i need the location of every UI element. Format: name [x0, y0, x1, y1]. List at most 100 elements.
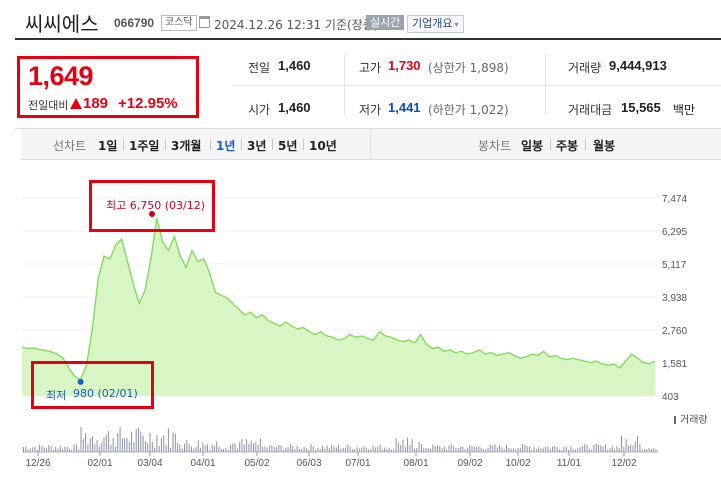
volume-bar — [473, 446, 475, 452]
volume-bar — [195, 447, 197, 452]
upper-limit: (상한가 1,898) — [428, 61, 509, 75]
volume-bar — [144, 440, 146, 452]
lower-limit: (하한가 1,022) — [428, 103, 509, 117]
prev-close-value: 1,460 — [278, 58, 311, 73]
volume-bar — [565, 447, 567, 452]
volume-bar — [248, 444, 250, 452]
realtime-button[interactable]: 실시간 — [366, 15, 405, 30]
volume-bar — [167, 428, 169, 452]
volume-bar — [177, 442, 179, 452]
volume-bar — [55, 447, 57, 452]
volume-bar — [570, 446, 572, 452]
volume-bar — [593, 445, 595, 452]
volume-bar — [110, 445, 112, 452]
volume-bar — [510, 448, 512, 452]
volume-bar — [630, 444, 632, 452]
volume-bar — [368, 449, 369, 452]
volume-bar — [308, 449, 310, 452]
volume-bar — [372, 445, 374, 452]
stock-name[interactable]: 씨씨에스 — [25, 12, 99, 36]
volume-bar — [533, 447, 535, 452]
volume-bar — [388, 447, 390, 452]
quote-bottom-divider — [15, 128, 721, 129]
volume-bar — [572, 449, 574, 452]
volume-bar — [347, 444, 349, 452]
volume-bar — [34, 447, 36, 452]
volume-bar — [285, 447, 287, 452]
volume-bar — [220, 449, 222, 452]
high-label: 고가 — [359, 61, 382, 75]
volume-bar — [627, 445, 629, 452]
volume-bar — [598, 444, 599, 452]
volume-bar — [586, 444, 588, 452]
price-line — [21, 218, 656, 381]
volume-bar — [101, 442, 103, 452]
tab-10y[interactable]: 10년 — [309, 139, 337, 153]
quote-row-divider — [232, 85, 721, 86]
market-badge: 코스닥 — [161, 15, 197, 31]
volume-bar — [455, 448, 457, 452]
volume-bar — [476, 446, 478, 452]
volume-bar — [333, 446, 335, 452]
volume-bar — [105, 434, 107, 452]
tab-weekly[interactable]: 주봉 — [556, 139, 579, 153]
volume-bar — [154, 447, 156, 452]
volume-bar — [547, 446, 549, 452]
volume-bar — [190, 446, 192, 452]
volume-bar — [241, 439, 243, 452]
high-value: 1,730 — [388, 58, 421, 73]
tab-separator — [550, 139, 551, 150]
volume-bar — [558, 449, 560, 452]
volume-bar — [377, 446, 379, 452]
volume-bar — [393, 449, 395, 452]
tab-daily[interactable]: 일봉 — [521, 139, 544, 153]
tab-5y[interactable]: 5년 — [278, 139, 298, 153]
low-value: 1,441 — [388, 100, 421, 115]
volume-bar — [230, 444, 231, 452]
volume-bar — [650, 449, 652, 452]
tab-1y[interactable]: 1년 — [216, 139, 236, 153]
volume-bar — [29, 448, 31, 452]
volume-bar — [351, 449, 353, 452]
volume-bar — [89, 438, 91, 452]
volume-bar — [492, 445, 494, 452]
volume-bar — [384, 447, 386, 452]
tab-group-divider — [370, 129, 371, 160]
company-overview-dropdown[interactable]: 기업개요 ▾ — [407, 15, 464, 33]
volume-bar — [471, 445, 473, 452]
volume-bar — [75, 444, 77, 452]
volume-bar — [340, 448, 342, 452]
volume-bar — [326, 445, 328, 452]
x-tick-label: 02/01 — [87, 458, 112, 469]
tab-separator — [210, 139, 211, 150]
y-tick-label: 5,117 — [662, 260, 687, 271]
tab-3m[interactable]: 3개월 — [171, 139, 202, 153]
volume-bar — [554, 446, 556, 452]
volume-bar — [46, 448, 47, 452]
volume-bar — [648, 448, 650, 452]
volume-bar — [404, 446, 406, 452]
volume-bar — [354, 449, 356, 452]
volume-bar — [552, 446, 553, 452]
volume-bar — [135, 429, 137, 452]
tab-1w[interactable]: 1주일 — [129, 139, 160, 153]
volume-bar — [57, 448, 59, 452]
volume-bar — [391, 449, 392, 452]
volume-bar — [644, 449, 645, 452]
volume-bar — [41, 446, 43, 452]
volume-bar — [414, 448, 415, 452]
tab-monthly[interactable]: 월봉 — [593, 139, 616, 153]
tab-3y[interactable]: 3년 — [247, 139, 267, 153]
volume-bar — [625, 439, 627, 452]
volume-bar — [276, 447, 277, 452]
tab-separator — [272, 139, 273, 150]
current-price: 1,649 — [28, 61, 94, 91]
price-chart[interactable]: 7,474 6,295 5,117 3,938 2,760 1,581 403 12/26 0… — [0, 160, 721, 490]
volume-bar — [361, 447, 363, 452]
volume-bar — [568, 450, 570, 452]
chart-period-tabs: 선차트 1일 1주일 3개월 1년 3년 5년 10년 봉차트 일봉 주봉 월봉 — [21, 129, 721, 160]
volume-bar — [128, 442, 130, 452]
volume-label: 거래량 — [568, 61, 602, 75]
tab-1d[interactable]: 1일 — [98, 139, 118, 153]
volume-bar — [400, 445, 402, 452]
